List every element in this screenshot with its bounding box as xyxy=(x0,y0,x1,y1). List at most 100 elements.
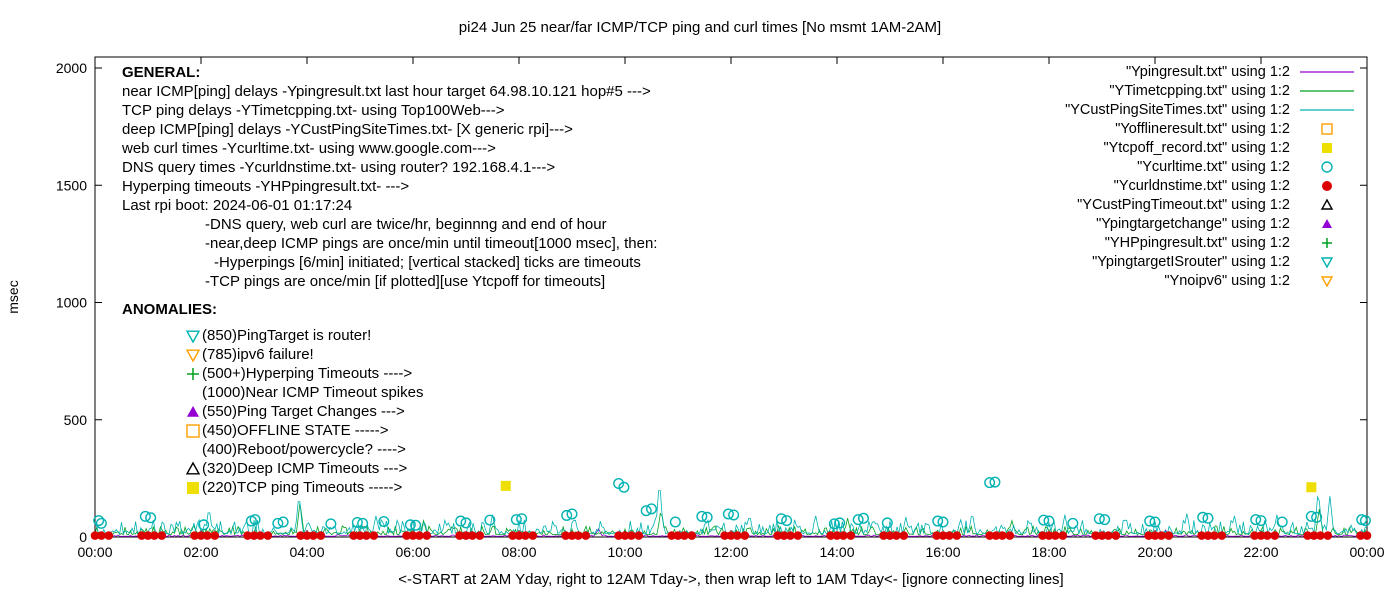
point-Ycurltime.txt xyxy=(1144,515,1156,527)
point-Ycurldnstime.txt xyxy=(1150,531,1160,540)
point-Ycurltime.txt xyxy=(646,503,658,515)
point-Ycurltime.txt xyxy=(722,508,734,520)
point-Ycurldnstime.txt xyxy=(137,531,146,540)
point-Ycurldnstime.txt xyxy=(998,531,1007,540)
x-tick-label: 06:00 xyxy=(395,544,430,560)
point-Ycurldnstime.txt xyxy=(1091,531,1100,540)
point-Ycurldnstime.txt xyxy=(574,531,583,540)
point-Ycurldnstime.txt xyxy=(733,531,742,540)
point-Ycurltime.txt xyxy=(852,514,864,526)
point-Ycurldnstime.txt xyxy=(627,531,636,540)
point-Ycurldnstime.txt xyxy=(150,531,159,540)
point-Ycurldnstime.txt xyxy=(1157,531,1166,540)
point-Ycurltime.txt xyxy=(95,517,107,529)
point-Ycurldnstime.txt xyxy=(846,531,856,540)
legend-label: "YCustPingTimeout.txt" using 1:2 xyxy=(1077,197,1290,213)
point-Ycurltime.txt xyxy=(404,519,416,531)
point-Ycurldnstime.txt xyxy=(673,531,683,540)
point-Ycurltime.txt xyxy=(351,516,363,528)
point-Ycurldnstime.txt xyxy=(349,531,358,540)
point-Ycurltime.txt xyxy=(325,518,337,530)
legend-circle-open-marker xyxy=(1321,161,1333,173)
point-Ycurldnstime.txt xyxy=(1309,531,1319,540)
point-Ycurltime.txt xyxy=(1305,510,1317,522)
point-Ycurldnstime.txt xyxy=(402,531,411,540)
point-Ycurldnstime.txt xyxy=(1104,531,1113,540)
point-Ycurldnstime.txt xyxy=(296,531,305,540)
point-Ycurltime.txt xyxy=(1202,512,1214,524)
legend-label: "Ytcpoff_record.txt" using 1:2 xyxy=(1103,140,1290,156)
point-Ycurltime.txt xyxy=(618,481,630,493)
point-Ycurldnstime.txt xyxy=(143,531,153,540)
point-Ycurltime.txt xyxy=(1197,511,1209,523)
point-Ycurltime.txt xyxy=(139,510,151,522)
point-Ycurltime.txt xyxy=(1043,515,1055,527)
point-Ycurldnstime.txt xyxy=(991,531,1001,540)
x-axis-caption: <-START at 2AM Yday, right to 12AM Tday-… xyxy=(398,571,1064,588)
legend-label: "Yofflineresult.txt" using 1:2 xyxy=(1115,121,1290,137)
point-Ycurltime.txt xyxy=(1250,514,1262,526)
point-Ycurldnstime.txt xyxy=(1217,531,1227,540)
point-Ycurldnstime.txt xyxy=(1203,531,1213,540)
point-Ycurltime.txt xyxy=(516,513,528,525)
point-Ycurltime.txt xyxy=(937,516,949,528)
point-Ycurldnstime.txt xyxy=(90,531,100,540)
point-Ycurldnstime.txt xyxy=(1250,531,1259,540)
point-Ycurldnstime.txt xyxy=(1356,531,1365,540)
legend-square-filled-marker xyxy=(1322,143,1332,153)
point-Ycurldnstime.txt xyxy=(355,531,365,540)
point-Ycurldnstime.txt xyxy=(945,531,954,540)
chart-title: pi24 Jun 25 near/far ICMP/TCP ping and c… xyxy=(458,19,942,36)
point-Ycurltime.txt xyxy=(1093,513,1105,525)
point-Ycurltime.txt xyxy=(1276,516,1288,528)
point-Ycurldnstime.txt xyxy=(1316,531,1325,540)
point-Ycurltime.txt xyxy=(145,512,157,524)
point-Ycurldnstime.txt xyxy=(243,531,252,540)
point-Ycurldnstime.txt xyxy=(932,531,941,540)
point-Ycurldnstime.txt xyxy=(680,531,689,540)
x-tick-label: 14:00 xyxy=(819,544,854,560)
point-Ycurltime.txt xyxy=(566,508,578,520)
point-Ycurldnstime.txt xyxy=(885,531,895,540)
point-Ycurltime.txt xyxy=(701,511,713,523)
point-Ycurltime.txt xyxy=(984,477,996,489)
point-Ycurldnstime.txt xyxy=(839,531,848,540)
x-tick-label: 12:00 xyxy=(713,544,748,560)
point-Ycurldnstime.txt xyxy=(614,531,623,540)
x-tick-label: 04:00 xyxy=(289,544,324,560)
point-Ycurltime.txt xyxy=(277,516,289,528)
point-Ycurldnstime.txt xyxy=(581,531,591,540)
point-Ycurldnstime.txt xyxy=(1144,531,1153,540)
point-Ycurltime.txt xyxy=(357,517,369,529)
legend-triangle-down-open-marker xyxy=(1320,276,1334,288)
point-Ycurldnstime.txt xyxy=(316,531,326,540)
point-Ycurldnstime.txt xyxy=(687,531,697,540)
point-Ycurldnstime.txt xyxy=(1210,531,1219,540)
point-Ycurltime.txt xyxy=(828,518,840,530)
point-Ycurltime.txt xyxy=(640,505,652,517)
point-Ycurldnstime.txt xyxy=(1256,531,1266,540)
legend-square-open-marker xyxy=(1321,123,1333,135)
point-Ycurldnstime.txt xyxy=(475,531,485,540)
point-Ycurldnstime.txt xyxy=(634,531,644,540)
point-Ycurldnstime.txt xyxy=(561,531,570,540)
legend-label: "Ynoipv6" using 1:2 xyxy=(1164,273,1290,289)
point-Ycurldnstime.txt xyxy=(952,531,962,540)
point-Ycurltime.txt xyxy=(249,514,261,526)
x-tick-label: 00:00 xyxy=(1349,544,1384,560)
point-Ycurldnstime.txt xyxy=(832,531,842,540)
y-tick-label: 1000 xyxy=(56,295,87,311)
legend-label: "YTimetcpping.txt" using 1:2 xyxy=(1109,83,1290,99)
point-Ycurltime.txt xyxy=(775,513,787,525)
x-tick-label: 20:00 xyxy=(1137,544,1172,560)
point-Ycurltime.txt xyxy=(1149,516,1161,528)
legend-triangle-up-open-marker xyxy=(1320,198,1334,210)
point-Ycurltime.txt xyxy=(858,512,870,524)
point-Ycurltime.txt xyxy=(460,517,472,529)
point-Ycurldnstime.txt xyxy=(726,531,736,540)
point-Ycurldnstime.txt xyxy=(508,531,517,540)
y-tick-label: 500 xyxy=(64,412,88,428)
point-Ycurltime.txt xyxy=(989,476,1001,488)
point-Ycurldnstime.txt xyxy=(892,531,901,540)
point-Ytcpoff_record.txt xyxy=(1306,482,1317,493)
